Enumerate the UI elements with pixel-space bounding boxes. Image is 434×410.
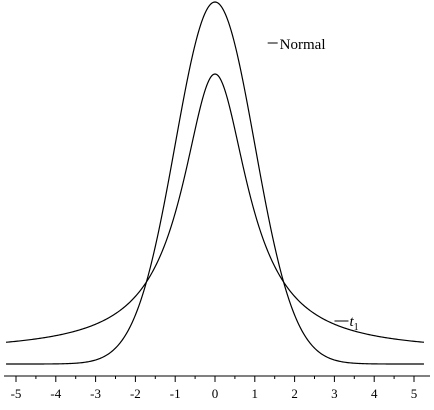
x-tick-label: 2 (291, 386, 298, 401)
x-tick-label: -2 (130, 386, 141, 401)
x-tick-label: 3 (331, 386, 338, 401)
legend-t1-label: t1 (349, 314, 358, 333)
x-tick-label: 1 (252, 386, 259, 401)
series-t1-curve (5, 73, 425, 343)
x-axis: -5 -4 -3 -2 -1 0 1 2 3 4 5 (4, 375, 430, 401)
legend-t1-subscript: 1 (354, 322, 359, 333)
x-tick-label: 5 (411, 386, 418, 401)
x-tick-label: -5 (11, 386, 22, 401)
x-tick-label: 4 (371, 386, 378, 401)
series-normal-curve (6, 1, 424, 365)
legend-t1-main: t (349, 314, 354, 330)
x-tick-label: -4 (50, 386, 61, 401)
x-tick-label: 0 (212, 386, 219, 401)
x-tick-label: -1 (170, 386, 181, 401)
x-tick-label: -3 (90, 386, 101, 401)
legend-normal-label: Normal (280, 37, 326, 53)
legend: Normal t1 (267, 37, 359, 333)
